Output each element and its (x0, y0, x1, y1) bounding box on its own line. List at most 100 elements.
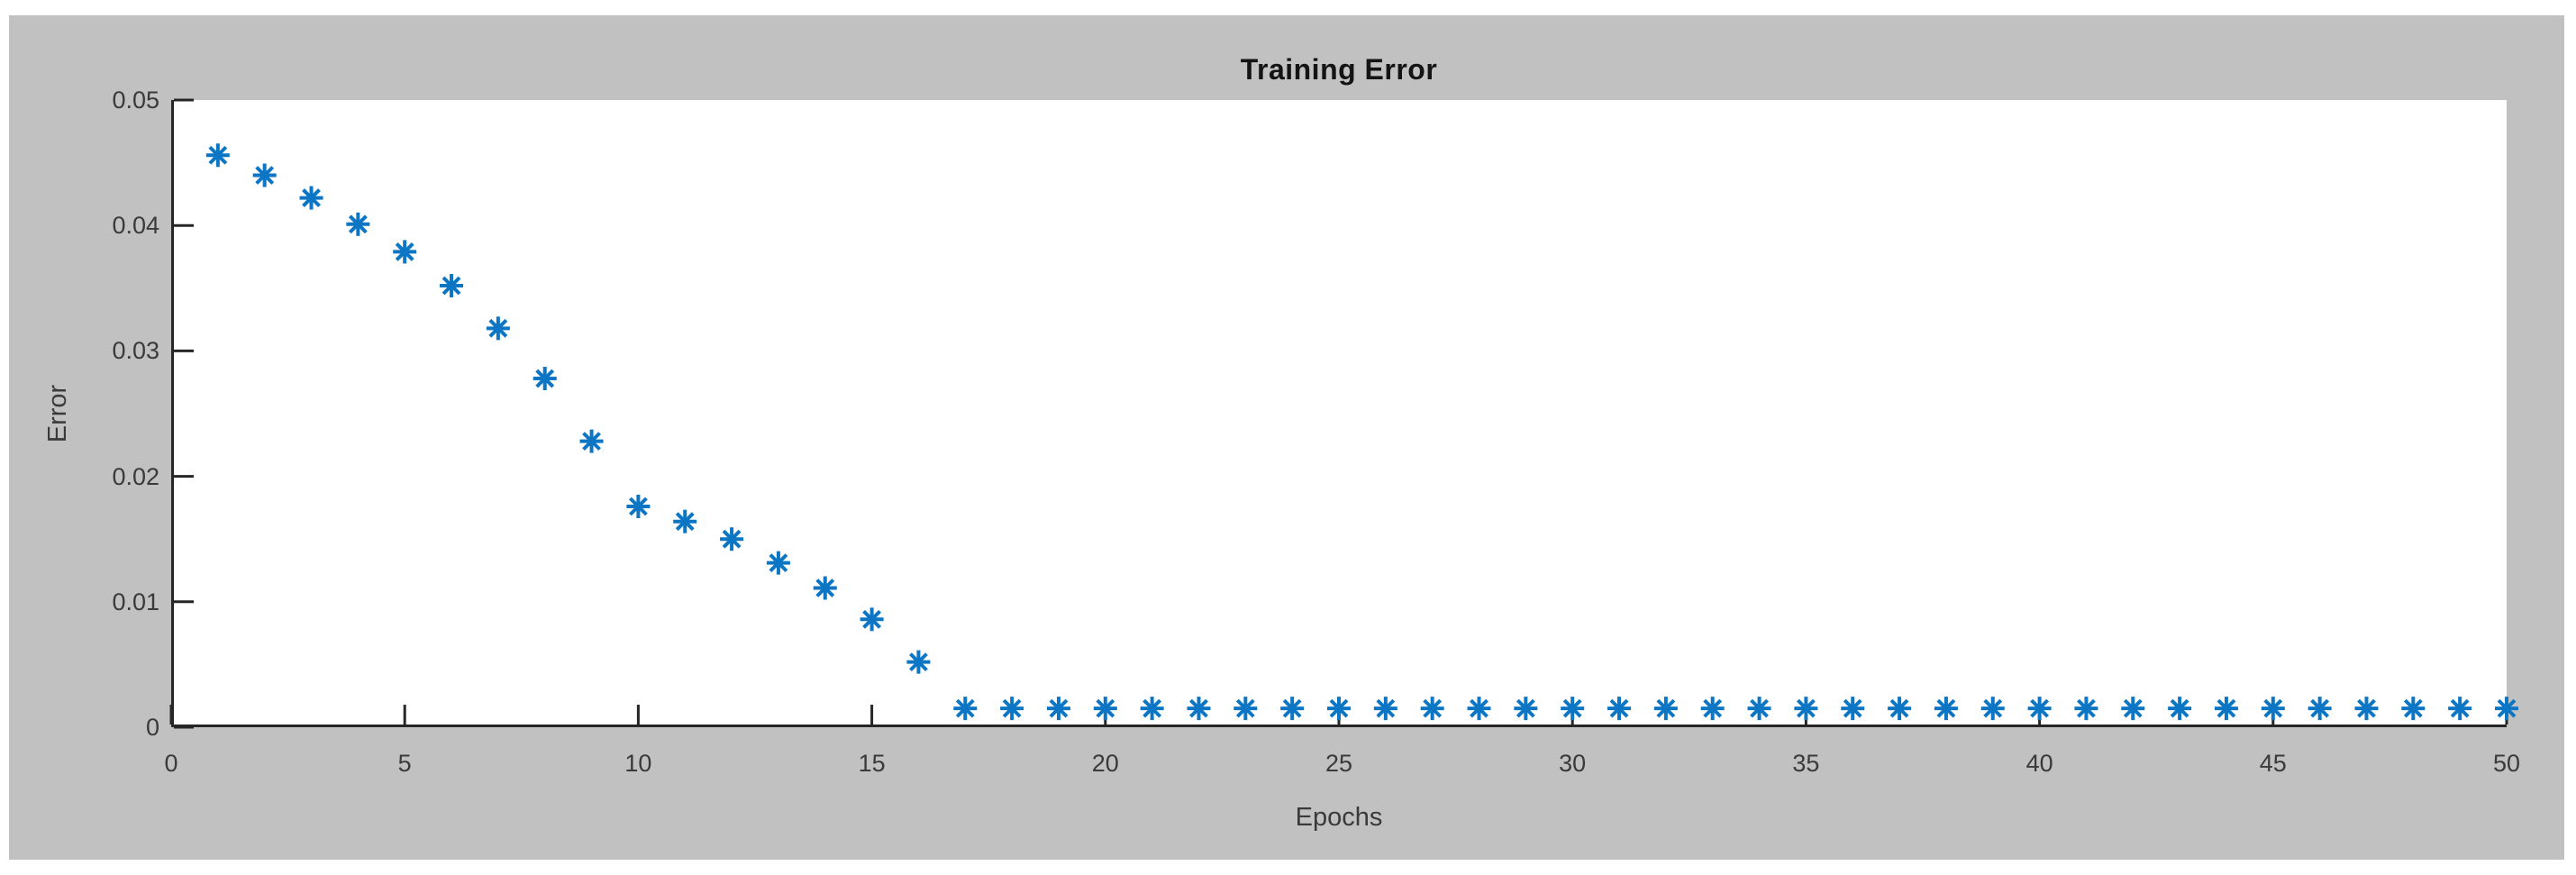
marker-stroke (1843, 698, 1862, 718)
marker-stroke (2123, 698, 2143, 718)
scatter-marker (1700, 697, 1725, 721)
marker-stroke (1750, 698, 1769, 718)
figure-canvas: Training Error Error Epochs 0 0.01 0.02 0.0… (9, 15, 2564, 860)
marker-stroke (1376, 698, 1396, 718)
scatter-marker (1420, 697, 1444, 721)
x-tick-label: 40 (2025, 750, 2053, 777)
scatter-plot-canvas (169, 98, 2518, 729)
scatter-marker (1980, 697, 2005, 721)
marker-stroke (208, 145, 228, 165)
x-tick-label: 25 (1324, 750, 1353, 777)
scatter-marker (953, 697, 978, 721)
marker-stroke (1656, 698, 1676, 718)
scatter-marker (1046, 697, 1070, 721)
plot-area (169, 98, 2518, 729)
scatter-marker (1233, 697, 1258, 721)
scatter-marker (252, 163, 277, 187)
marker-stroke (1936, 698, 1956, 718)
marker-stroke (1142, 698, 1162, 718)
scatter-marker (1327, 697, 1351, 721)
scatter-marker (1280, 697, 1305, 721)
scatter-marker (2074, 697, 2098, 721)
scatter-marker (860, 607, 884, 632)
scatter-marker (906, 650, 931, 674)
x-tick-label: 35 (1792, 750, 1820, 777)
marker-stroke (1470, 698, 1488, 718)
x-tick-label: 10 (624, 750, 652, 777)
scatter-marker (2354, 697, 2379, 721)
marker-stroke (535, 369, 555, 388)
marker-stroke (1423, 698, 1443, 718)
scatter-marker (486, 316, 510, 341)
marker-stroke (2450, 698, 2470, 718)
marker-stroke (488, 318, 508, 338)
marker-stroke (628, 497, 648, 516)
marker-stroke (1516, 698, 1535, 718)
y-axis-label: Error (43, 384, 72, 443)
scatter-marker (813, 576, 837, 600)
chart-title: Training Error (1240, 53, 1438, 86)
x-tick-label: 50 (2492, 750, 2521, 777)
marker-stroke (722, 529, 742, 549)
marker-stroke (441, 276, 461, 296)
scatter-marker (1561, 697, 1585, 721)
marker-stroke (1282, 698, 1302, 718)
scatter-marker (440, 274, 464, 298)
marker-stroke (2310, 698, 2330, 718)
scatter-marker (2401, 697, 2426, 721)
marker-stroke (302, 188, 321, 207)
x-tick-label: 45 (2259, 750, 2287, 777)
x-tick-label: 20 (1091, 750, 1119, 777)
scatter-marker (720, 527, 744, 551)
scatter-marker (1187, 697, 1211, 721)
scatter-marker (2495, 697, 2518, 721)
marker-stroke (2497, 698, 2517, 718)
marker-stroke (1609, 698, 1629, 718)
marker-stroke (1096, 698, 1115, 718)
scatter-marker (1000, 697, 1024, 721)
scatter-marker (2307, 697, 2332, 721)
x-tick-label: 0 (164, 750, 178, 777)
marker-stroke (1796, 698, 1816, 718)
scatter-marker (2214, 697, 2238, 721)
x-tick-label: 5 (397, 750, 412, 777)
scatter-marker (2261, 697, 2285, 721)
scatter-marker (1514, 697, 1538, 721)
marker-stroke (2170, 698, 2189, 718)
marker-stroke (2263, 698, 2283, 718)
marker-stroke (955, 698, 975, 718)
marker-stroke (1049, 698, 1069, 718)
marker-stroke (1329, 698, 1349, 718)
marker-stroke (348, 214, 368, 234)
scatter-marker (2121, 697, 2145, 721)
marker-stroke (1189, 698, 1208, 718)
marker-stroke (2403, 698, 2423, 718)
marker-stroke (2077, 698, 2096, 718)
x-tick-label: 30 (1559, 750, 1587, 777)
y-tick-label: 0.04 (112, 212, 159, 240)
scatter-marker (299, 186, 323, 210)
scatter-marker (1373, 697, 1397, 721)
scatter-marker (2448, 697, 2472, 721)
scatter-marker (1140, 697, 1164, 721)
scatter-marker (1093, 697, 1117, 721)
marker-stroke (582, 432, 601, 451)
marker-stroke (1983, 698, 2003, 718)
marker-stroke (2357, 698, 2376, 718)
scatter-marker (1934, 697, 1958, 721)
scatter-marker (1841, 697, 1865, 721)
scatter-marker (2027, 697, 2052, 721)
x-tick-label: 15 (858, 750, 886, 777)
scatter-marker (1794, 697, 1818, 721)
y-tick-label: 0 (145, 714, 159, 741)
marker-stroke (1562, 698, 1582, 718)
marker-stroke (1235, 698, 1255, 718)
scatter-marker (2168, 697, 2192, 721)
scatter-marker (626, 495, 651, 519)
y-tick-label: 0.03 (112, 337, 159, 365)
marker-stroke (1889, 698, 1909, 718)
marker-stroke (815, 579, 835, 597)
marker-stroke (769, 553, 788, 573)
marker-stroke (1002, 698, 1022, 718)
